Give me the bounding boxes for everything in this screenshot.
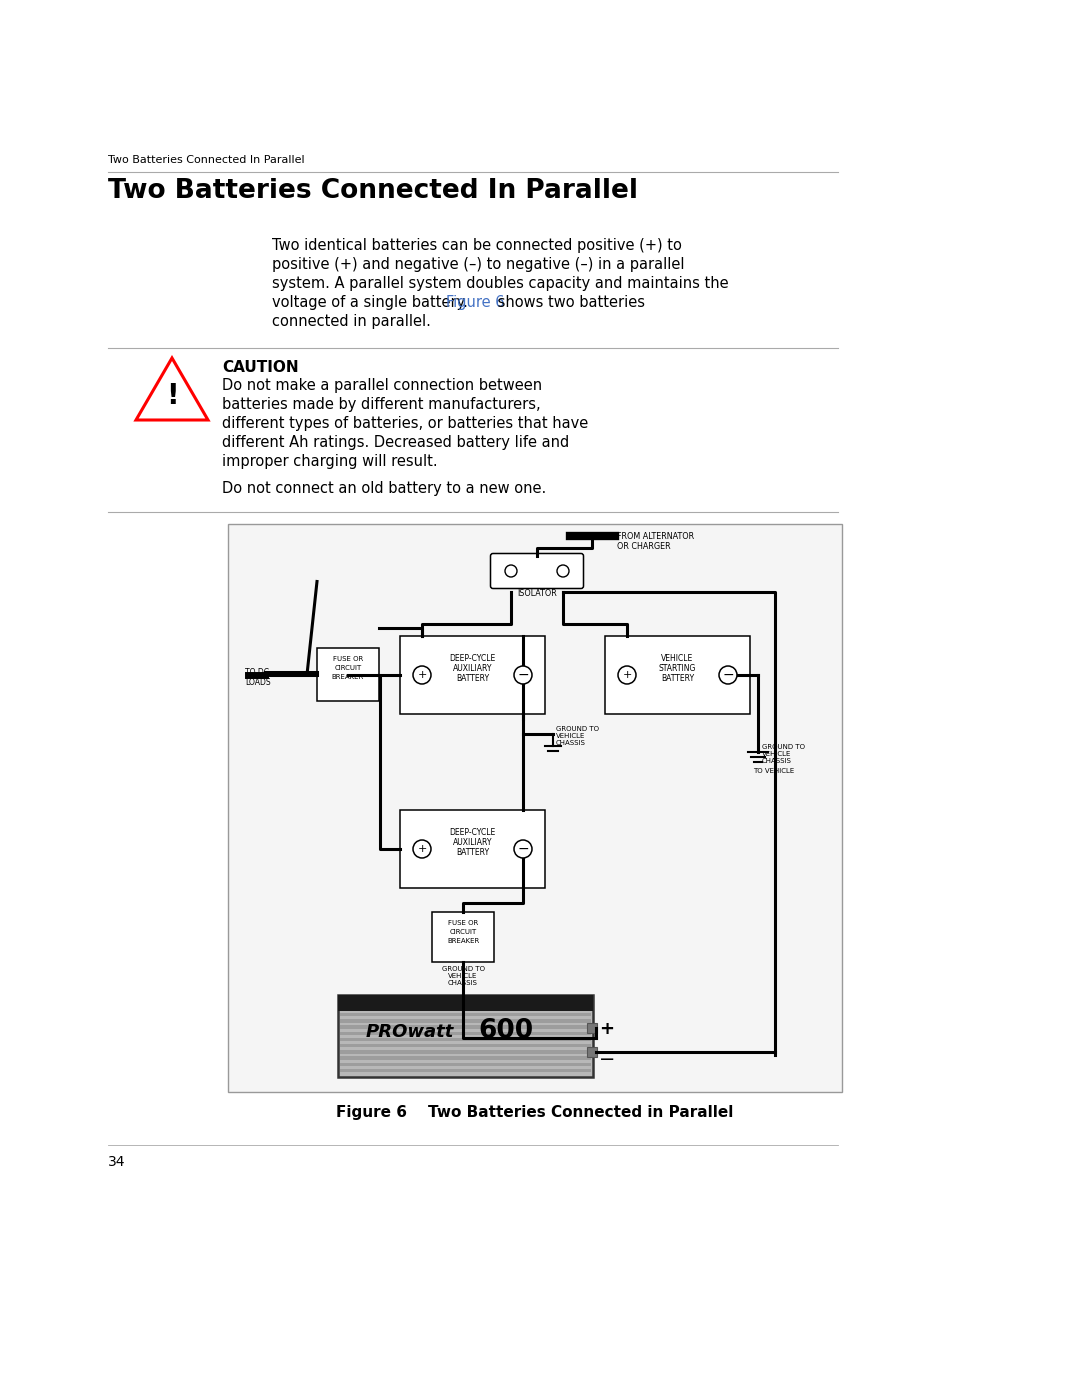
- Text: Figure 6    Two Batteries Connected in Parallel: Figure 6 Two Batteries Connected in Para…: [336, 1105, 733, 1120]
- Text: BATTERY: BATTERY: [456, 673, 489, 683]
- Text: TO DC: TO DC: [245, 668, 269, 678]
- Bar: [340, 1025, 591, 1028]
- Text: different types of batteries, or batteries that have: different types of batteries, or batteri…: [222, 416, 589, 432]
- Text: positive (+) and negative (–) to negative (–) in a parallel: positive (+) and negative (–) to negativ…: [272, 257, 685, 272]
- Bar: [400, 636, 545, 714]
- Text: −: −: [517, 842, 529, 856]
- Text: AUXILIARY: AUXILIARY: [453, 838, 492, 847]
- Text: +: +: [417, 844, 427, 854]
- Text: −: −: [599, 1051, 616, 1069]
- Text: GROUND TO
VEHICLE
CHASSIS: GROUND TO VEHICLE CHASSIS: [442, 965, 485, 986]
- Text: BATTERY: BATTERY: [456, 848, 489, 856]
- Bar: [318, 648, 379, 701]
- Text: voltage of a single battery.: voltage of a single battery.: [272, 295, 473, 310]
- Text: Figure 6: Figure 6: [446, 295, 504, 310]
- Text: CAUTION: CAUTION: [222, 360, 299, 374]
- Circle shape: [413, 840, 431, 858]
- Text: Do not connect an old battery to a new one.: Do not connect an old battery to a new o…: [222, 481, 546, 496]
- Bar: [588, 1046, 597, 1058]
- Text: CIRCUIT: CIRCUIT: [449, 929, 476, 935]
- Bar: [340, 1063, 591, 1066]
- Text: GROUND TO
VEHICLE
CHASSIS: GROUND TO VEHICLE CHASSIS: [762, 745, 805, 764]
- Bar: [588, 1023, 597, 1032]
- Text: connected in parallel.: connected in parallel.: [272, 314, 431, 330]
- Text: BATTERY: BATTERY: [661, 673, 694, 683]
- Text: TO VEHICLE: TO VEHICLE: [753, 768, 794, 774]
- Bar: [338, 995, 593, 1077]
- Text: BREAKER: BREAKER: [332, 673, 364, 680]
- Text: PROwatt: PROwatt: [366, 1023, 455, 1041]
- Bar: [432, 912, 494, 963]
- Circle shape: [413, 666, 431, 685]
- Text: !: !: [165, 383, 178, 411]
- Text: −: −: [723, 668, 733, 682]
- Circle shape: [514, 666, 532, 685]
- Text: Two identical batteries can be connected positive (+) to: Two identical batteries can be connected…: [272, 237, 681, 253]
- Bar: [400, 810, 545, 888]
- Text: AUXILIARY: AUXILIARY: [453, 664, 492, 673]
- Bar: [338, 995, 593, 1011]
- Text: LOADS: LOADS: [245, 678, 271, 687]
- Bar: [340, 1044, 591, 1048]
- Circle shape: [618, 666, 636, 685]
- Text: shows two batteries: shows two batteries: [492, 295, 645, 310]
- Text: FROM ALTERNATOR
OR CHARGER: FROM ALTERNATOR OR CHARGER: [617, 532, 694, 552]
- Text: −: −: [517, 668, 529, 682]
- Text: 34: 34: [108, 1155, 125, 1169]
- Text: Two Batteries Connected In Parallel: Two Batteries Connected In Parallel: [108, 155, 305, 165]
- Text: VEHICLE: VEHICLE: [661, 654, 693, 664]
- Bar: [340, 1020, 591, 1023]
- Text: Two Batteries Connected In Parallel: Two Batteries Connected In Parallel: [108, 177, 638, 204]
- Text: +: +: [599, 1020, 615, 1038]
- Text: FUSE OR: FUSE OR: [333, 657, 363, 662]
- Text: batteries made by different manufacturers,: batteries made by different manufacturer…: [222, 397, 541, 412]
- Text: system. A parallel system doubles capacity and maintains the: system. A parallel system doubles capaci…: [272, 277, 729, 291]
- FancyBboxPatch shape: [490, 553, 583, 588]
- Circle shape: [719, 666, 737, 685]
- Text: +: +: [622, 671, 632, 680]
- Text: 600: 600: [478, 1018, 534, 1044]
- Circle shape: [514, 840, 532, 858]
- Bar: [340, 1069, 591, 1073]
- Text: improper charging will result.: improper charging will result.: [222, 454, 437, 469]
- Text: DEEP-CYCLE: DEEP-CYCLE: [449, 654, 496, 664]
- Text: FUSE OR: FUSE OR: [448, 921, 478, 926]
- Circle shape: [557, 564, 569, 577]
- Bar: [228, 524, 842, 1092]
- Bar: [340, 1056, 591, 1060]
- Polygon shape: [136, 358, 208, 420]
- Text: STARTING: STARTING: [659, 664, 697, 673]
- Bar: [340, 1038, 591, 1041]
- Text: different Ah ratings. Decreased battery life and: different Ah ratings. Decreased battery …: [222, 434, 569, 450]
- Text: Do not make a parallel connection between: Do not make a parallel connection betwee…: [222, 379, 542, 393]
- Text: BREAKER: BREAKER: [447, 937, 480, 944]
- Bar: [605, 636, 750, 714]
- Text: DEEP-CYCLE: DEEP-CYCLE: [449, 828, 496, 837]
- Bar: [340, 1013, 591, 1017]
- Circle shape: [505, 564, 517, 577]
- Bar: [340, 1031, 591, 1035]
- Text: +: +: [417, 671, 427, 680]
- Text: CIRCUIT: CIRCUIT: [335, 665, 362, 671]
- Bar: [340, 1051, 591, 1053]
- Text: GROUND TO
VEHICLE
CHASSIS: GROUND TO VEHICLE CHASSIS: [556, 726, 599, 746]
- Text: ISOLATOR: ISOLATOR: [517, 590, 557, 598]
